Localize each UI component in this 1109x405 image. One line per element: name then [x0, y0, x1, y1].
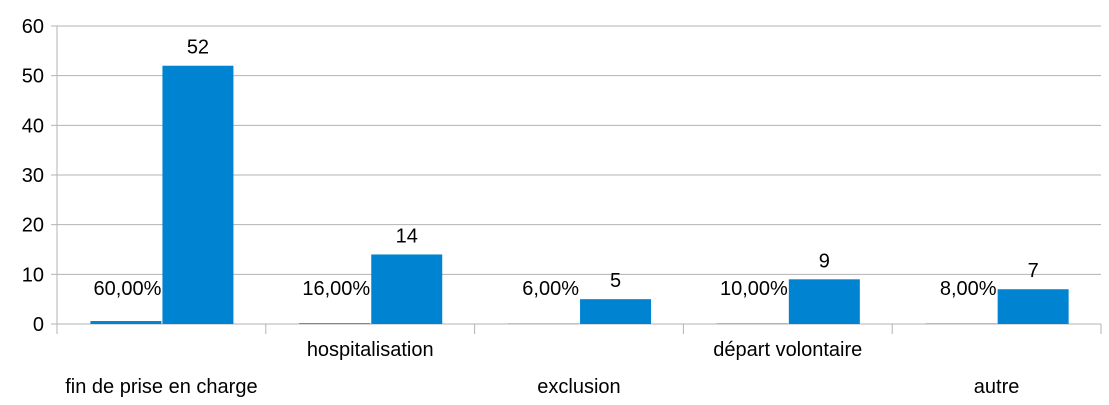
count-label: 9 [819, 250, 830, 272]
y-tick-label: 20 [22, 215, 44, 237]
y-tick-label: 0 [33, 314, 44, 336]
percentage-label: 8,00% [940, 278, 997, 300]
y-tick-label: 40 [22, 115, 44, 137]
category-labels: fin de prise en charge hospitalisation exc… [65, 339, 1019, 398]
count-label: 7 [1028, 260, 1039, 282]
percentage-label: 16,00% [302, 278, 370, 300]
count-label: 14 [396, 225, 418, 247]
category-label: départ volontaire [713, 339, 862, 361]
percentage-label: 6,00% [522, 278, 579, 300]
percentage-label: 60,00% [94, 278, 162, 300]
bar-percentage [90, 321, 162, 324]
y-tick-label: 10 [22, 264, 44, 286]
category-label: autre [974, 376, 1020, 398]
bar-count [162, 65, 234, 324]
percentage-label: 10,00% [720, 278, 788, 300]
bars [90, 65, 1069, 324]
category-label: hospitalisation [307, 339, 434, 361]
category-label: fin de prise en charge [65, 376, 257, 398]
bar-count [371, 254, 443, 324]
count-label: 5 [610, 270, 621, 292]
category-label: exclusion [537, 376, 620, 398]
y-tick-label: 50 [22, 66, 44, 88]
bar-percentage [299, 323, 371, 324]
y-tick-label: 30 [22, 165, 44, 187]
data-labels: 60,00% 52 16,00% 14 6,00% 5 10,00% 9 8,00% 7 [94, 37, 1039, 300]
count-label: 52 [187, 37, 209, 59]
bar-count [997, 289, 1069, 324]
y-tick-label: 60 [22, 16, 44, 38]
bar-count [788, 279, 860, 324]
y-tick-labels: 0 10 20 30 40 50 60 [22, 16, 44, 336]
bar-count [580, 299, 652, 324]
